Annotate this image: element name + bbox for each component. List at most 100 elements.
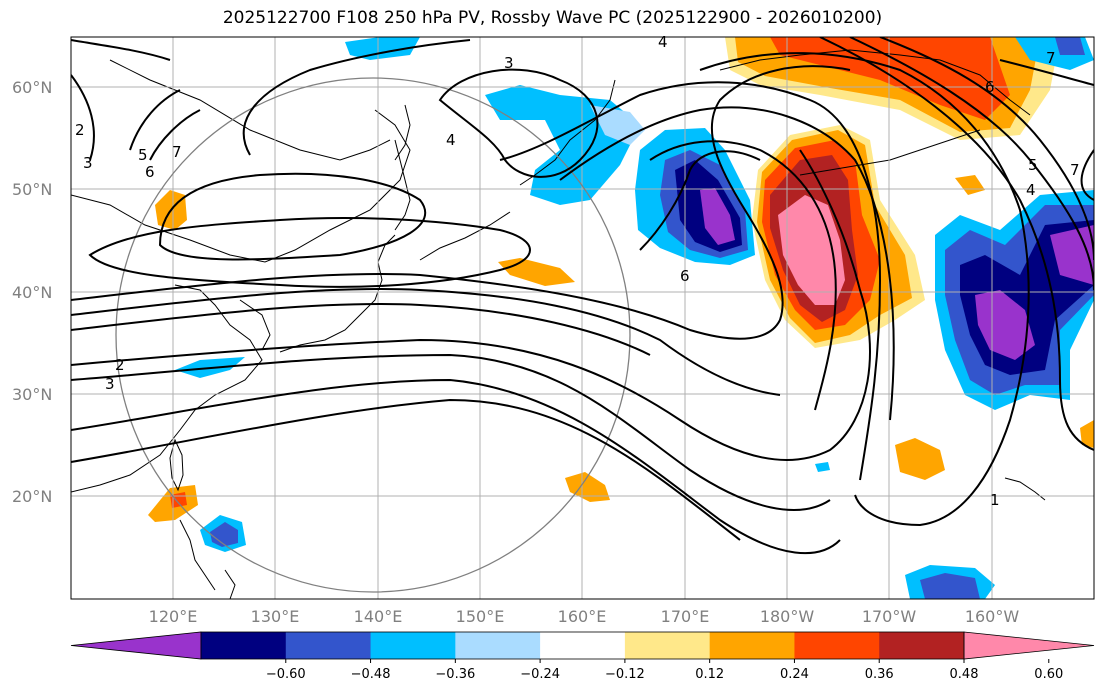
contour-line — [88, 217, 531, 288]
lon-label: 130°E — [251, 607, 300, 626]
lon-label: 180°W — [760, 607, 815, 626]
colorbar-segment — [285, 632, 372, 659]
anomaly-negative-south-tip-mid — [920, 573, 980, 599]
colorbar-tick-label: 0.12 — [695, 667, 724, 682]
anomaly-negative-tiny — [815, 462, 830, 472]
contour-line — [71, 378, 841, 555]
lon-label: 170°W — [862, 607, 917, 626]
anomaly-positive-north-pacific-core — [770, 37, 1010, 120]
contour-label: 1 — [990, 491, 1000, 509]
contour-line — [71, 149, 871, 461]
lon-label: 160°E — [558, 607, 607, 626]
contour-line — [559, 106, 895, 421]
anomaly-negative-gulf-alaska-core — [975, 290, 1035, 360]
colorbar-tick-label: −0.60 — [266, 667, 306, 682]
colorbar-tick-label: −0.24 — [520, 667, 560, 682]
coast-alaska — [719, 49, 1031, 116]
lon-label: 140°E — [354, 607, 403, 626]
contour-line — [71, 288, 781, 396]
colorbar-segment — [540, 632, 626, 659]
contour-line — [649, 140, 837, 411]
contour-label: 7 — [1070, 161, 1080, 179]
anomaly-positive-small-mid — [498, 258, 575, 286]
contour-label: 4 — [446, 131, 456, 149]
contour-line — [999, 59, 1094, 86]
anomaly-negative-top — [345, 37, 420, 60]
colorbar-tick-label: −0.36 — [435, 667, 475, 682]
coast-taiwan — [169, 438, 184, 492]
latitude-labels: 60°N 50°N 40°N 30°N 20°N — [12, 78, 52, 506]
colorbar-segment — [709, 632, 795, 659]
contour-label: 7 — [1046, 49, 1056, 67]
coast-korea-china — [71, 284, 271, 493]
contour-line — [71, 74, 95, 161]
coast-aleutians — [799, 129, 981, 176]
shaded-anomalies — [148, 37, 1094, 599]
coast-hawaii — [1004, 477, 1046, 501]
contour-label: 3 — [105, 375, 115, 393]
colorbar-tick-label: 0.36 — [865, 667, 894, 682]
colorbar: −0.60 −0.48 −0.36 −0.24 −0.12 0.12 0.24 0.36 0.4… — [70, 631, 1095, 682]
contour-line — [129, 89, 181, 151]
contour-line — [71, 303, 651, 356]
lat-label: 40°N — [12, 283, 52, 302]
colorbar-tick-label: 0.60 — [1034, 667, 1063, 682]
colorbar-segment — [624, 632, 711, 659]
contour-line — [71, 353, 831, 511]
anomaly-negative-top-right-inner — [1055, 37, 1085, 55]
lat-label: 50°N — [12, 180, 52, 199]
contour-line — [499, 81, 882, 481]
contour-line — [699, 52, 1030, 527]
contour-label: 6 — [145, 163, 155, 181]
longitude-labels: 120°E 130°E 140°E 150°E 160°E 170°E 180°… — [149, 607, 1020, 626]
map-title: 2025122700 F108 250 hPa PV, Rossby Wave … — [222, 8, 883, 28]
contour-labels: 4 3 7 2 5 6 7 4 6 6 5 4 3 2 3 1 7 — [75, 33, 1080, 509]
lat-label: 60°N — [12, 78, 52, 97]
lon-label: 160°W — [965, 607, 1020, 626]
contour-label: 7 — [172, 143, 182, 161]
contour-label: 2 — [115, 356, 125, 374]
contour-label: 3 — [504, 54, 514, 72]
lat-label: 30°N — [12, 385, 52, 404]
anomaly-positive-small-alaska — [955, 175, 985, 195]
anomaly-positive-right-edge — [1080, 420, 1094, 448]
colorbar-extend-high — [963, 631, 1095, 660]
coast-philippines — [179, 519, 236, 599]
anomaly-positive-small-east — [895, 438, 945, 480]
colorbar-tick-label: 0.48 — [950, 667, 979, 682]
lat-label: 20°N — [12, 487, 52, 506]
lon-label: 170°E — [661, 607, 710, 626]
plot-frame — [70, 36, 1095, 600]
contour-line — [819, 37, 1094, 451]
colorbar-segment — [794, 632, 880, 659]
analysis-circle — [115, 77, 631, 593]
colorbar-segment — [370, 632, 456, 659]
contour-label: 5 — [138, 146, 148, 164]
contour-label: 6 — [985, 78, 995, 96]
contour-line — [879, 37, 1094, 261]
coast-kuril-islands — [419, 211, 511, 261]
contour-label: 2 — [75, 121, 85, 139]
contour-label: 3 — [83, 154, 93, 172]
colorbar-segment — [879, 632, 965, 659]
anomaly-negative-kamchatka — [485, 85, 640, 205]
contour-line — [71, 39, 171, 61]
grid — [71, 37, 1094, 599]
contour-line — [242, 39, 471, 156]
colorbar-tick-label: −0.12 — [605, 667, 645, 682]
colorbar-tick-label: −0.48 — [351, 667, 391, 682]
anomaly-positive-dateline-pink — [778, 195, 845, 305]
anomaly-negative-philippines-mid — [210, 522, 238, 547]
contour-line — [639, 150, 761, 251]
contour-label: 4 — [658, 33, 668, 51]
contour-line — [158, 172, 427, 261]
contour-line — [149, 109, 201, 161]
contour-label: 4 — [1026, 181, 1036, 199]
coast-kamchatka — [519, 79, 616, 186]
anomaly-negative-north-core — [700, 188, 735, 245]
contour-line — [1080, 149, 1094, 201]
contour-label: 5 — [1028, 156, 1038, 174]
contour-line — [438, 68, 599, 178]
coast-japan — [279, 139, 411, 353]
